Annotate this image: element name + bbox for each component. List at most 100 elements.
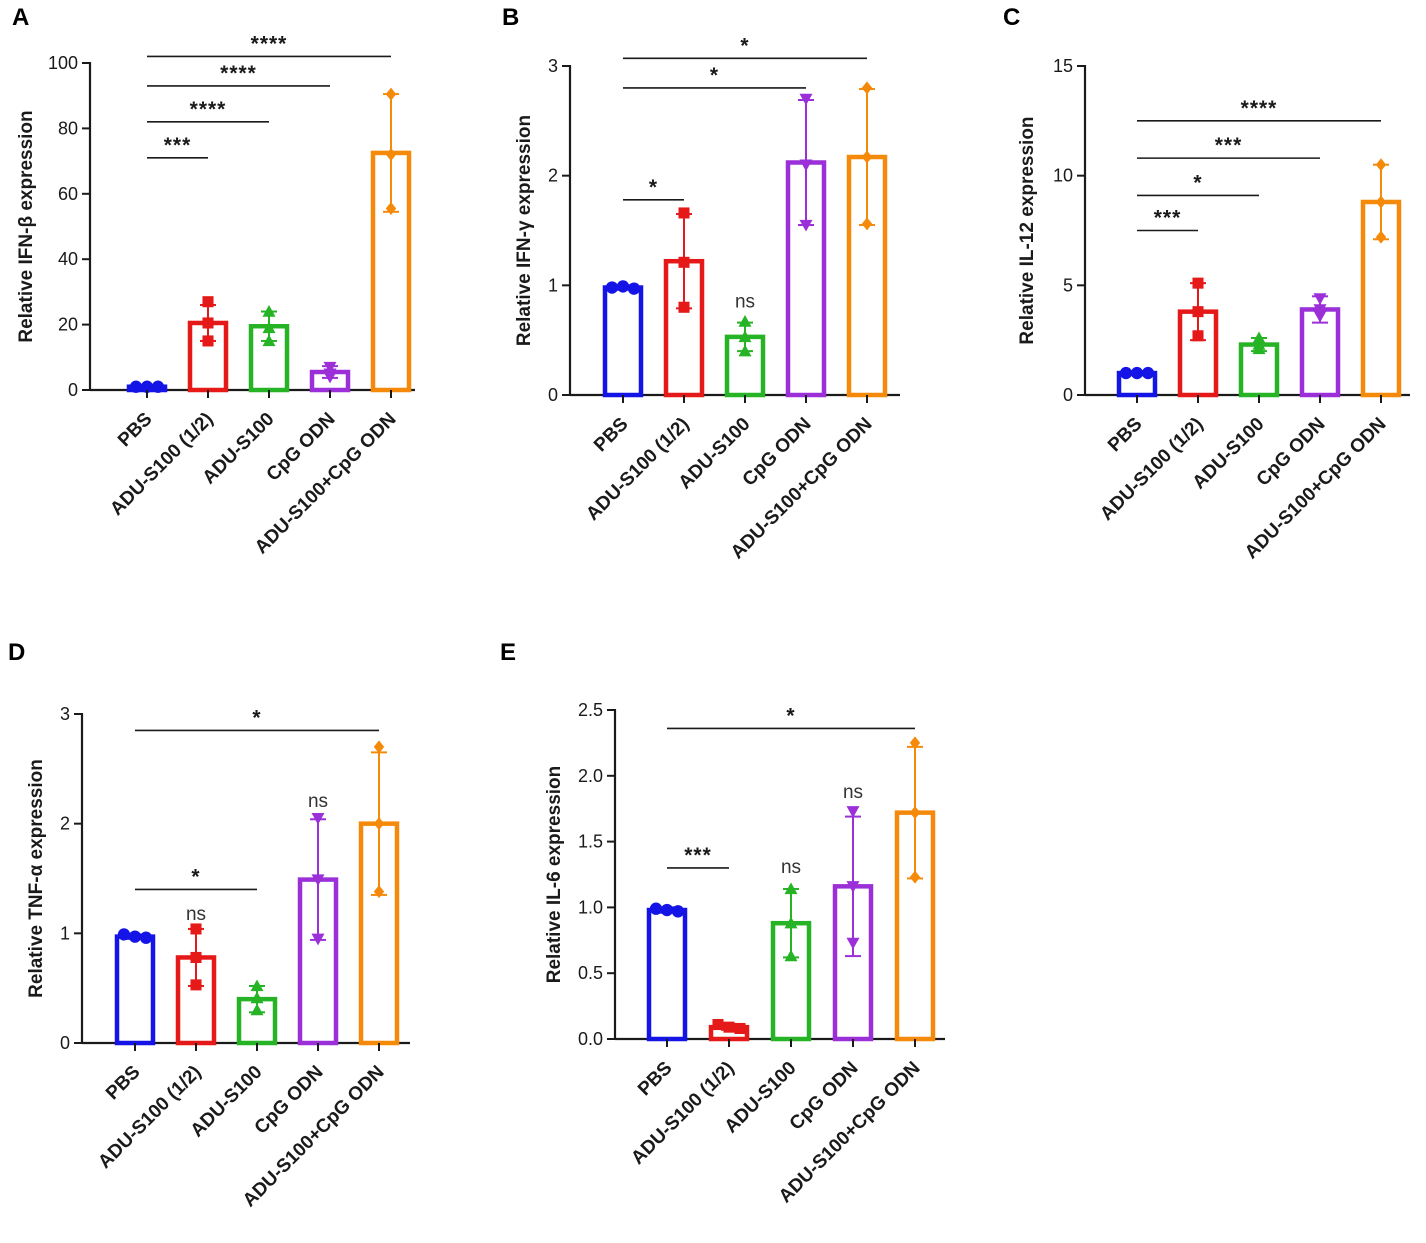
data-point xyxy=(799,93,813,106)
significance-label: *** xyxy=(1215,134,1243,157)
data-point xyxy=(129,380,143,393)
data-point xyxy=(723,1021,735,1033)
significance-label: * xyxy=(191,865,200,888)
data-point xyxy=(139,931,153,944)
data-point xyxy=(784,882,798,895)
x-tick-label: PBS xyxy=(114,409,156,451)
y-tick-label: 0 xyxy=(548,385,558,405)
panel-letter: C xyxy=(1003,4,1020,31)
y-tick-label: 3 xyxy=(60,704,70,724)
y-tick-label: 0 xyxy=(1063,385,1073,405)
data-point xyxy=(151,380,165,393)
significance-label: * xyxy=(649,176,658,199)
panel-letter: A xyxy=(12,4,29,31)
data-point xyxy=(1313,293,1327,305)
y-tick-label: 100 xyxy=(48,53,78,73)
data-point xyxy=(202,335,214,347)
data-point xyxy=(738,344,752,357)
data-point xyxy=(311,933,325,946)
data-point xyxy=(128,930,142,943)
x-tick-label: ADU-S100 (1/2) xyxy=(1096,414,1207,525)
y-tick-label: 10 xyxy=(1053,166,1073,186)
data-point xyxy=(799,219,813,232)
significance-label: * xyxy=(252,706,261,729)
data-point xyxy=(385,202,397,216)
y-tick-label: 1 xyxy=(548,275,558,295)
data-point xyxy=(373,885,385,899)
y-tick-label: 2.0 xyxy=(578,766,603,786)
significance-label: * xyxy=(786,704,795,727)
data-point xyxy=(678,256,690,268)
data-point xyxy=(250,991,264,1004)
significance-label: * xyxy=(710,64,719,87)
y-axis-label: Relative IFN-β expression xyxy=(16,110,37,342)
data-point xyxy=(385,87,397,101)
y-tick-label: 2 xyxy=(60,814,70,834)
y-tick-label: 0 xyxy=(68,380,78,400)
data-point xyxy=(846,881,860,893)
data-point xyxy=(323,361,337,374)
y-tick-label: 0 xyxy=(60,1033,70,1053)
y-tick-label: 20 xyxy=(58,315,78,335)
data-point xyxy=(323,371,337,384)
data-point xyxy=(1375,195,1387,209)
data-point xyxy=(861,150,873,164)
y-tick-label: 0.5 xyxy=(578,963,603,983)
data-point xyxy=(1130,366,1144,380)
data-point xyxy=(190,951,202,963)
y-axis-label: Relative IFN-γ expression xyxy=(514,115,535,346)
data-point xyxy=(1141,366,1155,380)
data-point xyxy=(140,380,154,393)
y-tick-label: 2 xyxy=(548,166,558,186)
significance-label: *** xyxy=(1154,207,1182,230)
data-point xyxy=(846,937,860,950)
data-point xyxy=(1192,330,1204,342)
y-tick-label: 1.0 xyxy=(578,897,603,917)
panel-a: A 0 20 40 60 80 100 Relative IFN-β expression PB… xyxy=(12,4,415,558)
data-point xyxy=(1192,277,1204,289)
y-tick-label: 1 xyxy=(60,923,70,943)
x-tick-label: PBS xyxy=(1104,414,1146,456)
data-point xyxy=(1375,158,1387,172)
panel-letter: E xyxy=(500,639,516,666)
data-point xyxy=(262,305,276,317)
panel-e: E 0.0 0.5 1.0 1.5 2.0 2.5 Relative IL-6 express… xyxy=(500,639,945,1207)
data-point xyxy=(605,281,619,294)
data-point xyxy=(627,282,641,295)
data-point xyxy=(909,806,921,820)
x-tick-label: ADU-S100 (1/2) xyxy=(106,409,217,520)
bar xyxy=(114,934,156,1046)
data-point xyxy=(190,923,202,935)
ns-label: ns xyxy=(308,791,328,812)
x-tick-label: ADU-S100 (1/2) xyxy=(582,414,693,525)
data-point xyxy=(202,296,214,308)
significance-label: *** xyxy=(684,844,712,867)
significance-label: * xyxy=(1193,171,1202,194)
data-point xyxy=(909,736,921,750)
data-point xyxy=(250,1003,264,1016)
ns-label: ns xyxy=(843,782,863,803)
data-point xyxy=(712,1018,724,1031)
data-point xyxy=(1252,342,1266,355)
data-point xyxy=(784,916,798,929)
y-tick-label: 80 xyxy=(58,118,78,138)
data-point xyxy=(649,902,663,915)
data-point xyxy=(861,81,873,95)
data-point xyxy=(1252,331,1266,344)
data-point xyxy=(1313,310,1327,323)
data-point xyxy=(1313,304,1327,316)
significance-label: **** xyxy=(251,32,288,55)
significance-label: *** xyxy=(164,134,192,157)
ns-label: ns xyxy=(735,291,755,312)
data-point xyxy=(784,949,798,962)
data-point xyxy=(1119,366,1133,380)
y-tick-label: 0.0 xyxy=(578,1029,603,1049)
data-point xyxy=(909,870,921,884)
ns-label: ns xyxy=(781,857,801,878)
y-axis-label: Relative TNF-α expression xyxy=(26,759,47,998)
panel-c: C 0 5 10 15 Relative IL-12 expression PBSADU-S… xyxy=(1003,4,1410,563)
data-point xyxy=(190,979,202,991)
y-axis-label: Relative IL-12 expression xyxy=(1017,116,1038,344)
data-point xyxy=(616,280,630,293)
